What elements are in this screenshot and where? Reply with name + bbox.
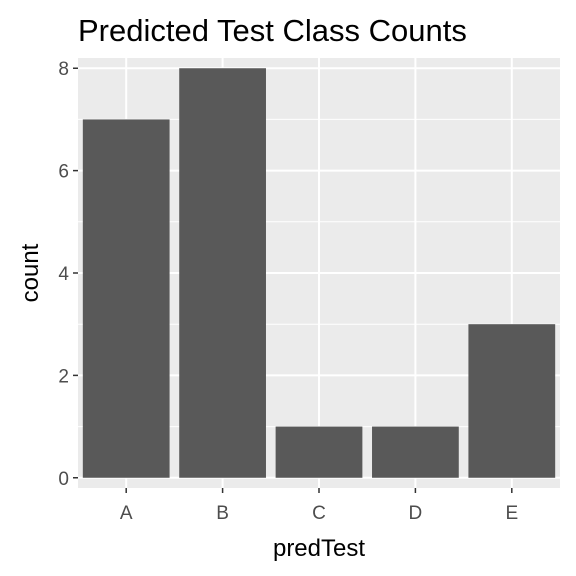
bar-A	[82, 119, 170, 478]
x-axis-ticks: A B C D E	[120, 488, 518, 524]
x-tick-label: D	[409, 503, 423, 524]
x-tick-label: E	[505, 503, 518, 524]
chart-title: Predicted Test Class Counts	[78, 13, 467, 48]
y-axis-ticks: 0 2 4 6 8	[58, 59, 78, 490]
bar-B	[179, 68, 266, 478]
bar-D	[372, 426, 459, 478]
x-tick-label: B	[216, 503, 229, 524]
y-axis-title: count	[17, 243, 44, 302]
bar-C	[275, 426, 363, 478]
y-tick-label: 0	[58, 469, 69, 490]
bars	[82, 68, 556, 478]
x-tick-label: A	[120, 503, 133, 524]
y-tick-label: 4	[58, 264, 69, 285]
x-tick-label: C	[312, 503, 326, 524]
y-tick-label: 2	[58, 366, 69, 387]
y-tick-label: 8	[58, 59, 69, 80]
x-axis-title: predTest	[273, 535, 365, 562]
bar-E	[468, 324, 556, 478]
y-tick-label: 6	[58, 162, 69, 183]
